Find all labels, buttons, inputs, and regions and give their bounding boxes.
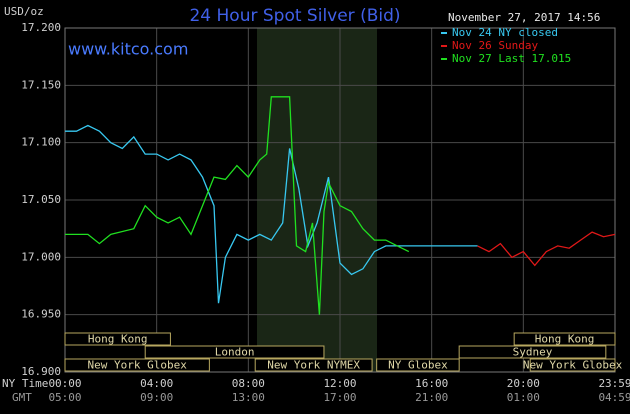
y-tick-label: 17.050 (21, 193, 61, 206)
plot-frame (64, 27, 616, 373)
x2-tick-label: 05:00 (48, 391, 81, 404)
session-label: London (215, 346, 255, 359)
x-tick-label: 00:00 (48, 377, 81, 390)
x2-tick-label: 09:00 (140, 391, 173, 404)
y-tick-label: 17.150 (21, 78, 61, 91)
series-line (65, 124, 478, 304)
y-tick-label: 17.200 (21, 21, 61, 34)
session-box (458, 345, 607, 359)
series-line (477, 231, 616, 267)
x-tick-label: 12:00 (323, 377, 356, 390)
y-tick-label: 16.900 (21, 365, 61, 378)
session-label: Hong Kong (535, 333, 595, 346)
x-tick-label: 08:00 (232, 377, 265, 390)
session-box (144, 345, 325, 359)
session-box (513, 332, 616, 346)
session-box (64, 332, 171, 346)
session-label: Sydney (513, 346, 553, 359)
y-axis-label: USD/oz (4, 5, 44, 18)
legend-label: Nov 27 Last 17.015 (452, 52, 571, 65)
x-tick-label: 04:00 (140, 377, 173, 390)
session-box (254, 358, 373, 372)
session-label: New York Globex (88, 359, 188, 372)
session-box (64, 358, 210, 372)
subtitle: www.kitco.com (68, 40, 188, 59)
session-label: New York NYMEX (267, 359, 360, 372)
x2-axis-label: GMT (12, 391, 32, 404)
x-tick-label: 16:00 (415, 377, 448, 390)
x-tick-label: 20:00 (507, 377, 540, 390)
x2-tick-label: 04:59 (598, 391, 630, 404)
session-box (529, 358, 616, 372)
y-tick-label: 17.000 (21, 250, 61, 263)
x2-tick-label: 21:00 (415, 391, 448, 404)
x2-tick-label: 13:00 (232, 391, 265, 404)
session-label: Hong Kong (88, 333, 148, 346)
x2-tick-label: 01:00 (507, 391, 540, 404)
x-axis-label: NY Time (2, 377, 48, 390)
legend-label: Nov 24 NY closed (452, 26, 558, 39)
y-tick-label: 17.100 (21, 136, 61, 149)
x2-tick-label: 17:00 (323, 391, 356, 404)
session-label: New York Globex (523, 359, 623, 372)
chart-title: 24 Hour Spot Silver (Bid) (189, 6, 400, 26)
x-tick-label: 23:59 (598, 377, 630, 390)
y-tick-label: 16.950 (21, 308, 61, 321)
legend-label: Nov 26 Sunday (452, 39, 538, 52)
session-label: NY Globex (388, 359, 448, 372)
timestamp: November 27, 2017 14:56 (448, 11, 600, 24)
session-box (376, 358, 460, 372)
series-line (65, 96, 410, 315)
